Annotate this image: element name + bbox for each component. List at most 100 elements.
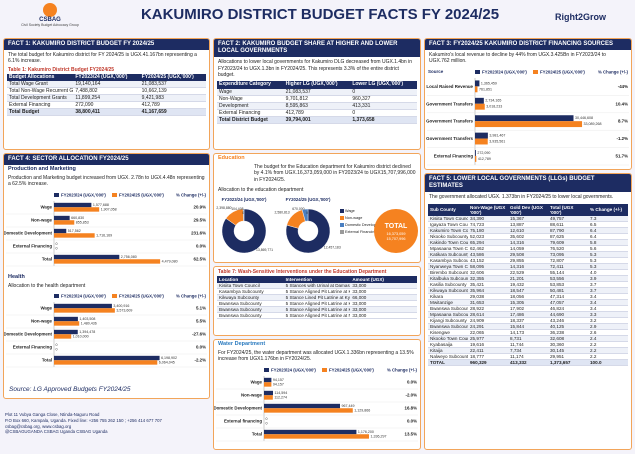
header-row: Location Intervention Amount (UGX) [217, 276, 417, 284]
change-label: 62.5% [194, 256, 207, 261]
table-cell: 3.4 [588, 299, 628, 307]
change-label: -2.0% [406, 392, 418, 397]
section-title: Education [218, 155, 245, 161]
table-cell: 6.5 [588, 221, 628, 229]
category-label: Conditional Government Transfers [425, 118, 474, 123]
table-cell: 66,000 [350, 294, 417, 302]
table-cell: Kijangi Subcounty [428, 317, 468, 325]
bar [54, 206, 100, 212]
change-label: -44% [618, 84, 628, 89]
table-cell: 34,390 [468, 216, 508, 223]
table-cell: Development [217, 102, 284, 110]
bar [264, 390, 274, 395]
bar-value-label: 0 [266, 421, 268, 425]
header-row: Expenditure Category Higher LG (UGX,'000'… [217, 81, 417, 89]
category-label: Discretionary Government Transfers [425, 101, 474, 106]
table-cell: 6.4 [588, 227, 628, 235]
column-header: FY2023/24 (UGX,'000') [73, 73, 140, 82]
column-header: Lower LG (UGX,'000') [350, 81, 417, 89]
table-cell: 18,337 [508, 317, 548, 325]
table-cell: 413,331 [350, 102, 417, 110]
table-row: Kisiita Town Council 5 Stances with Urina… [217, 283, 417, 290]
table-cell: 15,844 [508, 323, 548, 331]
bar [264, 433, 369, 439]
table-cell: 31,653 [468, 299, 508, 307]
table-cell: 5 Stance Aligned Pit Latrine at Kyabasai… [283, 306, 351, 314]
table-cell: 32,606 [468, 269, 508, 277]
table-cell: 32,608 [548, 335, 588, 343]
table-row: Bwanswa Subcounty 5 Stance Aligned Pit La… [217, 300, 417, 308]
bar [54, 202, 92, 207]
legend-swatch [340, 223, 344, 227]
change-label: 10.4% [616, 101, 629, 106]
table-row: Kijangi Subcounty 24,909 18,337 43,246 3.2 [428, 317, 628, 325]
budget-table: Budget Allocations FY2023/24 (UGX,'000') F… [7, 73, 206, 117]
table-cell: 7.3 [588, 216, 628, 223]
table-cell: 76,520 [548, 245, 588, 253]
category-label: External Financing [13, 345, 53, 350]
bar-value-label: 272,090 [477, 151, 490, 155]
table-cell: 35,964 [468, 287, 508, 295]
table-cell: 79,609 [548, 239, 588, 247]
table-cell: Kitaija [428, 347, 468, 355]
table-cell: Kisengwe [428, 329, 468, 337]
table-cell: Kasilia Subcounty [428, 281, 468, 289]
legend-swatch [54, 293, 59, 298]
bar-value-label: 112,274 [274, 395, 287, 399]
education: Education The budget for the Education d… [213, 153, 421, 263]
table-cell: 58,095 [468, 263, 508, 271]
column-header: Location [217, 276, 284, 284]
section-text: For FY2024/25, the water department was … [218, 350, 414, 363]
table-cell: 15,367 [508, 216, 548, 223]
table-row: Katikara Subcounty 43,586 29,508 73,095 5.3 [428, 251, 628, 259]
bar [475, 155, 477, 162]
bar [475, 86, 478, 92]
bar-value-label: 94,157 [273, 382, 284, 386]
change-header: % Change (+/-) [598, 69, 629, 74]
category-label: Total [42, 358, 52, 363]
column-header: Higher LG (UGX,'000') [283, 81, 351, 89]
bar [475, 120, 583, 127]
financing-chart: Source FY2023/24 (UGX,'000') FY2024/25 (UG… [425, 69, 629, 165]
table-cell: 50,481 [548, 287, 588, 295]
fact-heading: FACT 3: FY2024/25 KAKUMIRO DISTRICT FINA… [425, 39, 631, 51]
section-text: The budget for the Education department … [254, 164, 416, 183]
category-label: Wage [40, 204, 52, 209]
bar [264, 407, 353, 413]
table-cell: 18,056 [508, 293, 548, 301]
bar [264, 429, 357, 434]
table-cell: TOTAL [428, 359, 468, 367]
bar-value-label: 967,449 [342, 403, 355, 407]
legend-swatch [54, 192, 59, 197]
table-row: Kakumiro Town Council75,18012,61087,7906… [428, 227, 628, 235]
table-cell: 22,065 [468, 329, 508, 337]
logo-text: CSBAG [39, 17, 61, 23]
table-row: Kasilia Subcounty 35,421 19,432 53,853 3.7 [428, 281, 628, 289]
table-row: Kikwaya Subcounty 5 Stance Lined Pit Latr… [217, 294, 417, 302]
bar [475, 132, 488, 139]
legend-label: FY2024/25 (UGX,'000') [119, 192, 164, 197]
table-cell: 19,432 [508, 281, 548, 289]
column-header: Non-Wage (UGX '000') [468, 203, 508, 217]
llg-table: Sub County Non-Wage (UGX '000') Gold Dev (… [428, 203, 628, 367]
table-cell: 53,556 [548, 275, 588, 283]
bar [54, 228, 67, 233]
logo-mark [43, 3, 57, 17]
bar-value-label: 660,830 [71, 216, 84, 220]
table-row: Kakindo Town Council65,29414,31679,6095.… [428, 239, 628, 247]
table-cell: 8,731 [508, 335, 548, 343]
table-cell: Kasambya Subcounty [217, 288, 284, 296]
table-row: Mpasaana Town Council62,46214,05976,5205… [428, 245, 628, 253]
table-cell: 14,316 [508, 263, 548, 271]
table-cell: 18,547 [508, 287, 548, 295]
table-row: Total Non-Wage Recurrent Grant7,488,8021… [7, 87, 206, 96]
table-row: Total District Budget 39,794,001 1,373,658 [217, 116, 417, 124]
footer-line: csbag@csbag.org, www.csbag.org [5, 423, 72, 429]
table-row: Nyanweya Town Council58,09514,31672,4115… [428, 263, 628, 271]
bar-value-label: 3,981,467 [489, 133, 505, 137]
bar-value-label: 0 [56, 246, 58, 250]
table-cell: 5.6 [588, 245, 628, 253]
table-cell: 72,807 [548, 257, 588, 265]
table-cell: Kyabasaija [428, 341, 468, 349]
